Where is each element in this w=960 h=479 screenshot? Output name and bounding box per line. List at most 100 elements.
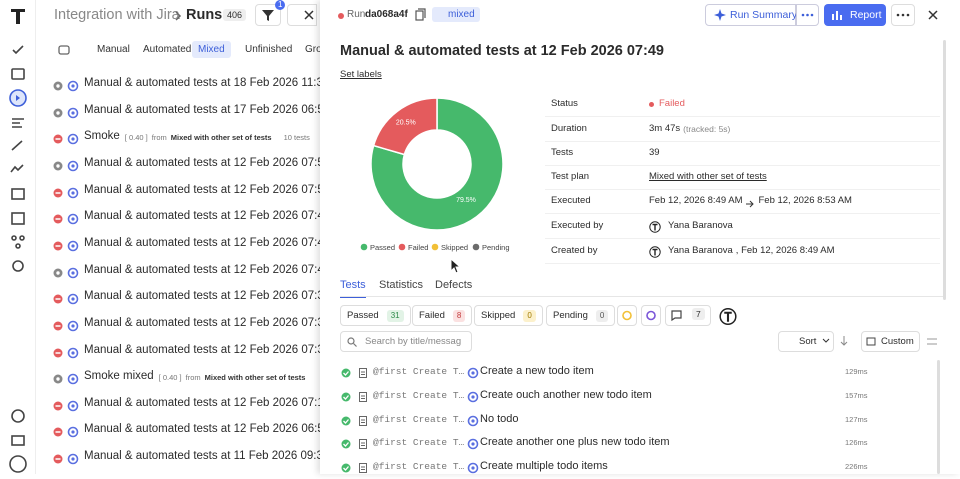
lines [361,466,365,471]
icon [53,161,63,171]
run-tab[interactable]: Group [305,44,320,55]
test-prefix: @first Create T… [373,389,465,401]
run-title[interactable]: Manual & automated tests at 17 Feb 2026 … [84,103,320,116]
detail-label: Created by [551,245,598,256]
core [471,395,475,399]
core [71,111,75,115]
detail-value[interactable]: Mixed with other set of tests [649,171,767,182]
report-button[interactable]: Report [824,4,886,26]
run-version: [ 0.40 ] [124,133,148,143]
donut-chart: 79.5% 20.5% Passed Failed Skipped Pending [360,97,510,252]
app-icon [467,366,479,379]
ok-icon [340,366,352,378]
test-duration: 129ms [845,367,868,376]
run-plan: Mixed with other set of tests [204,373,306,383]
doc-icon [357,390,369,402]
test-title[interactable]: Create another one plus new todo item [480,436,670,449]
run-title[interactable]: Smoke mixed [84,370,154,383]
run-title[interactable]: Manual & automated tests at 12 Feb 2026 … [84,263,320,276]
run-tab[interactable]: Unfinished [245,44,293,55]
ring [67,187,79,198]
view-button[interactable]: Custom [861,331,920,352]
filter-count: 0 [523,310,536,322]
test-duration: 127ms [845,414,868,424]
icon [67,427,79,438]
run-title[interactable]: Manual & automated tests at 11 Feb 2026 … [84,450,320,463]
slice-label: 20.5% [396,119,416,126]
run-title[interactable]: Smoke [84,130,120,143]
copy-icon[interactable] [414,8,426,22]
avatar-icon [649,245,661,258]
app-icon [67,372,79,385]
tab[interactable]: Defects [435,279,473,291]
user-filter[interactable] [718,305,738,326]
tab[interactable]: Tests [340,279,366,298]
summary-menu[interactable] [796,4,819,26]
test-title[interactable]: No todo [480,412,519,425]
search-toggle[interactable] [287,4,317,26]
tab[interactable]: Statistics [379,279,424,291]
icon [67,347,79,358]
sheet [359,439,367,450]
test-title[interactable]: Create ouch another new todo item [480,388,652,401]
core [71,377,75,381]
logo [11,9,25,24]
ok-icon [340,461,352,473]
ring [467,415,479,426]
test-title[interactable]: Create multiple todo items [480,460,608,473]
icon [467,462,479,474]
test-title[interactable]: Create a new todo item [480,365,594,377]
more-menu[interactable] [891,4,915,26]
settings-icon[interactable] [926,336,938,347]
search-box[interactable]: Search by title/messag [340,331,472,352]
ring [67,107,79,118]
filter-chip[interactable]: Passed 31 [340,305,411,326]
run-title[interactable]: Manual & automated tests at 12 Feb 2026 … [84,156,320,169]
comments-chip[interactable]: 7 [665,305,711,326]
sidebar-icons [9,9,27,473]
ring [67,373,79,385]
run-tab[interactable]: Automated [143,44,192,55]
close-panel[interactable] [302,8,316,22]
sparkle-icon [714,9,726,21]
run-title[interactable]: Manual & automated tests at 12 Feb 2026 … [84,236,320,249]
filter-chip[interactable]: Pending 0 [546,305,616,326]
filter-label: Skipped [481,310,516,321]
app-icon [67,79,79,92]
run-tab[interactable]: Mixed [192,41,231,58]
failed-icon [52,452,64,464]
filter-icon-button[interactable] [641,305,661,326]
nav-icons [9,45,27,473]
close-detail[interactable] [926,8,940,22]
filter-badge: 1 [275,0,286,10]
check [343,371,349,376]
run-title[interactable]: Manual & automated tests at 18 Feb 2026 … [84,77,320,89]
icon [467,415,479,426]
run-title[interactable]: Manual & automated tests at 12 Feb 2026 … [84,290,320,303]
run-meta: from [151,133,167,143]
run-title[interactable]: Manual & automated tests at 12 Feb 2026 … [84,183,320,196]
run-summary-button[interactable]: Run Summary [705,4,797,26]
check [343,418,349,424]
run-tab[interactable]: Manual [97,44,130,55]
run-title[interactable]: Manual & automated tests at 12 Feb 2026 … [84,343,320,356]
sort-button[interactable]: Sort [778,331,834,352]
filter-icon-button[interactable] [617,305,637,326]
filter-button[interactable] [255,4,281,26]
tabs-divider [340,296,945,297]
filter-chip[interactable]: Failed 8 [412,305,473,326]
set-labels[interactable]: Set labels [340,69,382,80]
run-title[interactable]: Manual & automated tests at 12 Feb 2026 … [84,423,320,436]
filter-chip[interactable]: Skipped 0 [474,305,543,326]
arrow-path [746,200,755,208]
sort-direction[interactable] [839,335,849,347]
view-icon [866,337,876,346]
core [71,324,75,328]
run-title[interactable]: Manual & automated tests at 12 Feb 2026 … [84,210,320,223]
run-title[interactable]: Manual & automated tests at 12 Feb 2026 … [84,396,320,409]
project-name[interactable]: Integration with Jira [54,7,180,23]
icon [622,310,632,321]
avatar-icon [719,306,737,326]
run-title[interactable]: Manual & automated tests at 12 Feb 2026 … [84,316,320,329]
app-icon [467,414,479,426]
